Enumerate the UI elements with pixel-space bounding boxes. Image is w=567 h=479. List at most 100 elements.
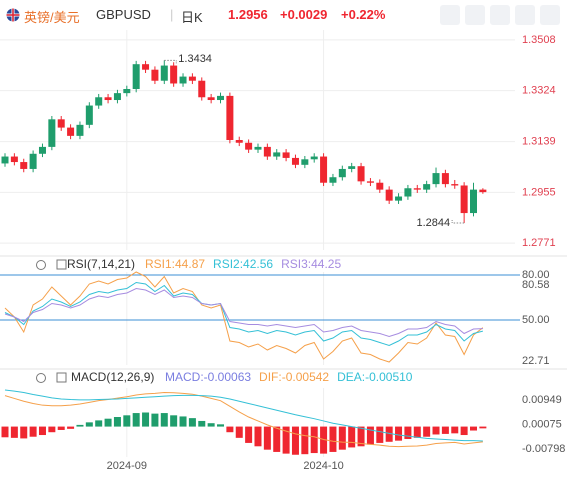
candle-body: [413, 188, 421, 190]
settings-icon[interactable]: [36, 373, 46, 383]
candle-body: [67, 127, 75, 136]
tool-button[interactable]: [490, 5, 510, 25]
macd-bar: [470, 426, 477, 431]
candle-body: [348, 166, 356, 169]
pair-name: 英镑/美元: [24, 10, 80, 25]
candle-body: [451, 184, 459, 186]
macd-bar: [432, 426, 440, 435]
rsi-line: [4, 281, 483, 347]
tool-button[interactable]: [515, 5, 535, 25]
macd-bar: [104, 418, 112, 427]
legend-entry: RSI2:42.56: [213, 257, 273, 271]
candle-body: [1, 156, 9, 164]
candle-body: [132, 64, 140, 89]
macd-bar: [48, 426, 56, 433]
macd-bar: [142, 412, 150, 427]
annotation: 1.3434: [178, 53, 212, 65]
candle-body: [170, 65, 178, 84]
settings-icon[interactable]: [36, 260, 46, 270]
candle-body: [76, 124, 84, 136]
macd-bar: [357, 426, 365, 447]
macd-bar: [254, 426, 262, 447]
macd-bar: [57, 426, 65, 430]
period[interactable]: 日K: [181, 10, 203, 25]
tool-button[interactable]: [540, 5, 560, 25]
flag-icon: [6, 8, 20, 22]
candle-body: [441, 173, 449, 185]
candle-body: [226, 95, 234, 140]
y-tick-label: 1.3508: [522, 34, 556, 46]
macd-bar: [198, 420, 206, 427]
candle-body: [376, 182, 384, 190]
price-change: +0.0029: [280, 7, 328, 22]
legend-entry: DIF:-0.00542: [259, 370, 329, 384]
candle-body: [20, 162, 28, 169]
candle-body: [470, 189, 477, 214]
candle-body: [104, 97, 112, 101]
candle-body: [366, 181, 374, 183]
macd-bar: [217, 424, 225, 427]
candle-body: [254, 146, 262, 150]
macd-bar: [113, 417, 121, 427]
macd-bar: [423, 426, 431, 437]
candle-body: [320, 156, 328, 183]
candle-body: [57, 119, 65, 128]
y-tick-label: 1.3324: [522, 85, 556, 97]
macd-bar: [291, 426, 299, 455]
macd-bar: [20, 426, 28, 439]
x-tick-label: 2024-09: [107, 460, 147, 472]
candle-body: [151, 69, 159, 81]
annotation: 1.2844: [416, 217, 450, 229]
macd-bar: [320, 426, 328, 454]
candle-body: [479, 189, 487, 193]
macd-bar: [207, 423, 215, 427]
macd-bar: [85, 422, 93, 427]
y-tick-label: 22.71: [522, 355, 550, 367]
macd-bar: [441, 426, 449, 434]
candle-body: [301, 159, 309, 165]
candle-body: [357, 166, 365, 182]
macd-bar: [395, 426, 403, 441]
macd-bar: [413, 426, 421, 438]
y-tick-label: 1.3139: [522, 136, 556, 148]
rsi-title: RSI(7,14,21): [67, 257, 135, 271]
candle-body: [282, 152, 290, 158]
macd-bar: [188, 418, 196, 427]
candle-body: [113, 93, 121, 101]
candle-body: [291, 157, 299, 165]
macd-line: [4, 389, 483, 442]
y-tick-label: 1.2955: [522, 186, 556, 198]
candle-body: [48, 119, 56, 147]
expand-icon[interactable]: [56, 259, 67, 270]
candle-body: [385, 189, 393, 201]
macd-bar: [226, 426, 234, 433]
candle-body: [432, 173, 440, 185]
expand-icon[interactable]: [56, 372, 67, 383]
symbol: GBPUSD: [96, 7, 151, 22]
macd-bar: [479, 426, 487, 429]
macd-bar: [1, 426, 9, 438]
tool-button[interactable]: [440, 5, 460, 25]
candle-body: [329, 177, 337, 183]
macd-bar: [273, 426, 281, 452]
macd-bar: [282, 426, 290, 454]
macd-bar: [329, 426, 337, 452]
macd-title: MACD(12,26,9): [71, 370, 154, 384]
x-tick-label: 2024-10: [303, 460, 343, 472]
macd-bar: [263, 426, 271, 450]
macd-bar: [29, 426, 37, 437]
y-tick-label: 50.00: [522, 314, 550, 326]
macd-bar: [38, 426, 46, 436]
candle-body: [310, 156, 318, 160]
macd-bar: [376, 426, 384, 443]
candle-body: [404, 188, 412, 197]
tool-button[interactable]: [465, 5, 485, 25]
legend-entry: MACD:-0.00063: [165, 370, 251, 384]
candle-body: [395, 196, 403, 201]
last-price: 1.2956: [228, 7, 268, 22]
macd-bar: [385, 426, 393, 442]
candle-body: [245, 142, 253, 150]
macd-bar: [310, 426, 318, 454]
